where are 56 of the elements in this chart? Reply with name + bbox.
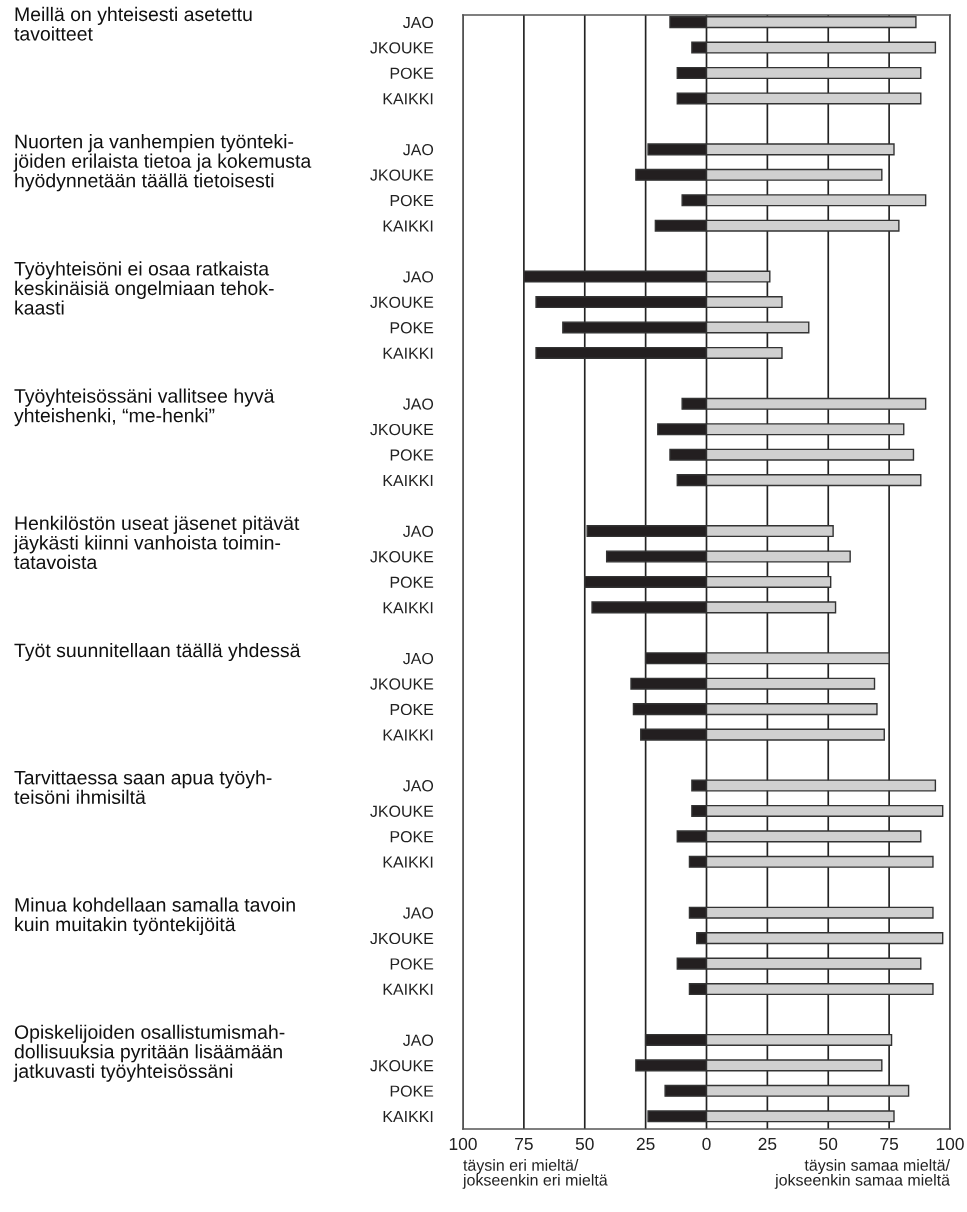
text: Meillä on yhteisesti asetettu tavoitteet (14, 6, 252, 41)
y-tick-label: JAO (403, 780, 434, 792)
y-tick-label: POKE (390, 958, 434, 970)
y-tick-label: POKE (390, 67, 434, 79)
y-tick-label: KAIKKI (383, 983, 433, 995)
x-tick-label: 25 (758, 1137, 777, 1151)
y-tick-label: POKE (390, 1085, 434, 1097)
x-tick-label: 75 (515, 1137, 533, 1151)
text: Tarvittaessa saan apua työyh- teisöni ihmisiltä (14, 770, 272, 805)
y-tick-label: JAO (403, 271, 434, 283)
text: Opiskelijoiden osallistumismah- dollisuuksia pyritään lisäämään jatkuvasti työyhteisössäni (13, 1024, 285, 1082)
y-tick-label: JAO (403, 143, 434, 156)
y-tick-label: JKOUKE (370, 932, 434, 945)
x-tick-label: 50 (819, 1137, 838, 1151)
y-tick-label: JKOUKE (370, 805, 434, 817)
y-tick-label: JKOUKE (370, 296, 434, 308)
y-tick-label: JKOUKE (370, 42, 434, 54)
y-tick-label: KAIKKI (383, 602, 433, 614)
text: Minua kohdellaan samalla tavoin kuin muitakin työntekijöitä (15, 897, 295, 936)
text: Nuorten ja vanhempien työnteki- jöiden erilaista tietoa ja kokemusta hyödynnetään täällä tietoisesti (13, 134, 312, 192)
y-tick-label: JAO (403, 652, 434, 665)
y-tick-label: POKE (390, 576, 434, 588)
y-tick-label: JKOUKE (370, 1060, 434, 1072)
y-tick-label: KAIKKI (383, 347, 433, 359)
y-tick-label: KAIKKI (383, 474, 433, 486)
y-tick-label: POKE (390, 194, 434, 207)
text: Työyhteisöni ei osaa ratkaista keskinäisiä ongelmiaan tehok- kaasti (14, 261, 274, 315)
y-tick-label: JAO (403, 1034, 434, 1046)
x-tick-label: 75 (880, 1137, 899, 1151)
y-tick-label: JAO (403, 525, 434, 537)
y-tick-label: JKOUKE (370, 423, 434, 436)
y-tick-label: JAO (403, 398, 434, 410)
text: täysin samaa mieltä/ jokseenkin samaa mieltä (774, 1159, 951, 1189)
y-tick-label: KAIKKI (383, 856, 433, 868)
y-tick-label: JKOUKE (370, 678, 434, 690)
x-tick-label: 0 (702, 1137, 711, 1151)
x-tick-label: 25 (636, 1137, 655, 1151)
y-tick-label: POKE (390, 449, 434, 461)
x-tick-label: 50 (575, 1137, 594, 1151)
y-tick-label: KAIKKI (383, 93, 433, 105)
y-tick-label: JKOUKE (370, 169, 434, 181)
text: Työyhteisössäni vallitsee hyvä yhteishenki, “me-henki” (14, 388, 275, 427)
y-tick-label: POKE (390, 831, 434, 843)
x-tick-label: 100 (936, 1137, 964, 1151)
y-tick-label: POKE (390, 703, 434, 716)
y-tick-label: KAIKKI (383, 1111, 433, 1123)
y-tick-label: JAO (403, 16, 434, 29)
text: Henkilöstön useat jäsenet pitävät jäykästi kiinni vanhoista toimin- tatavoista (13, 515, 300, 570)
y-tick-label: JKOUKE (370, 551, 434, 563)
y-tick-label: KAIKKI (383, 729, 433, 741)
text: täysin eri mieltä/ jokseenkin eri mieltä (462, 1159, 608, 1189)
y-tick-label: KAIKKI (383, 220, 433, 232)
y-tick-label: POKE (390, 322, 434, 334)
y-tick-label: JAO (403, 907, 434, 919)
x-tick-label: 100 (449, 1137, 477, 1151)
text: Työt suunnitellaan täällä yhdessä (14, 642, 301, 662)
